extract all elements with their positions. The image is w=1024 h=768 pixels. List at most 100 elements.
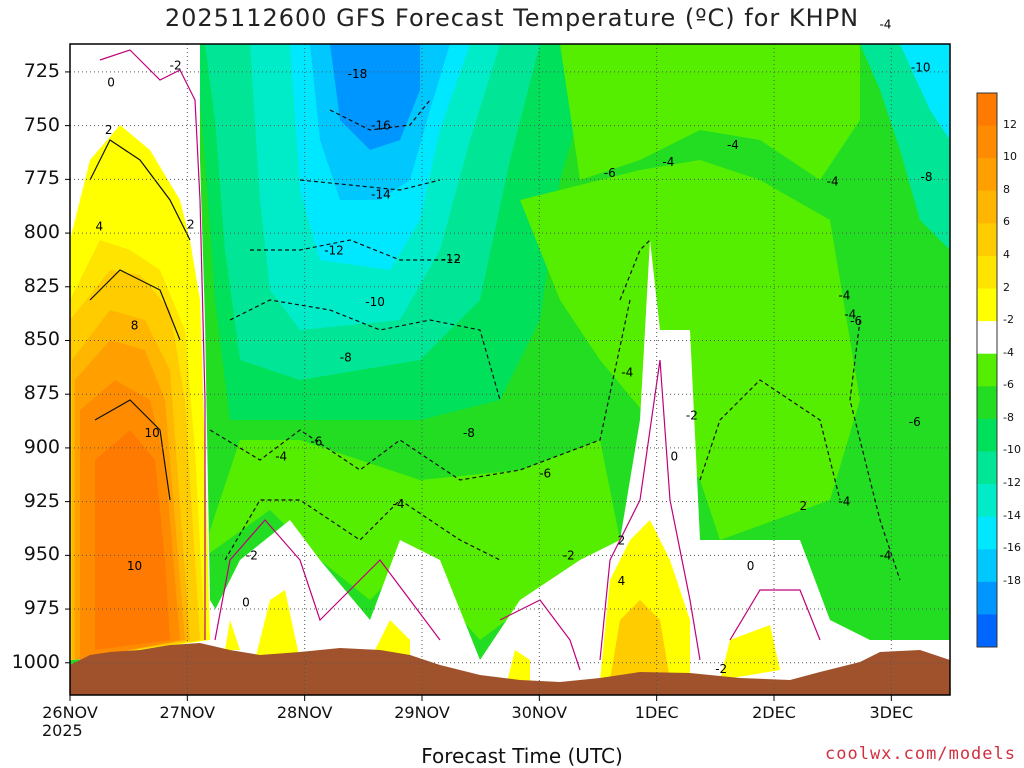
colorbar-swatch xyxy=(977,581,997,615)
chart-title: 2025112600 GFS Forecast Temperature (ºC)… xyxy=(164,4,860,32)
contour-label: 2 xyxy=(187,217,195,231)
colorbar-swatch xyxy=(977,418,997,452)
colorbar-swatch xyxy=(977,484,997,518)
colorbar-swatch xyxy=(977,125,997,159)
contour-label: 10 xyxy=(127,559,142,573)
contour-label: -8 xyxy=(463,426,475,440)
y-tick-label: 725 xyxy=(23,59,60,82)
colorbar-swatch xyxy=(977,158,997,192)
contour-label: -4 xyxy=(838,288,850,302)
colorbar-frame xyxy=(976,92,998,648)
y-tick-label: 850 xyxy=(23,328,60,351)
colorbar-label: -12 xyxy=(1003,476,1021,490)
y-tick-label: 800 xyxy=(23,221,60,244)
contour-label: -4 xyxy=(879,18,891,32)
y-tick-label: 775 xyxy=(23,167,60,190)
colorbar-swatch xyxy=(977,386,997,420)
contour-label: 0 xyxy=(107,76,115,90)
contour-label: -4 xyxy=(827,175,839,189)
colorbar-swatch xyxy=(977,223,997,257)
x-axis-label: Forecast Time (UTC) xyxy=(421,744,623,768)
colorbar-label: 8 xyxy=(1003,182,1010,196)
contour-label: -14 xyxy=(371,187,391,201)
contour-label: 0 xyxy=(670,450,678,464)
grid-lines xyxy=(65,44,950,701)
contour-label: -6 xyxy=(310,434,322,448)
colorbar-label: -2 xyxy=(1003,313,1014,327)
colorbar-swatch xyxy=(977,451,997,485)
x-tick-label: 29NOV xyxy=(394,703,450,722)
contour-label: -6 xyxy=(909,415,921,429)
contour-label: -10 xyxy=(911,61,931,75)
x-tick-label: 1DEC xyxy=(634,703,679,722)
contour-label: -4 xyxy=(838,495,850,509)
contour-label: -4 xyxy=(879,548,891,562)
contour-label: 0 xyxy=(747,559,755,573)
colorbar-label: -14 xyxy=(1003,508,1021,522)
y-tick-label: 950 xyxy=(23,543,60,566)
contour-label: 4 xyxy=(618,574,626,588)
colorbar-swatch xyxy=(977,93,997,127)
contour-label: -4 xyxy=(621,366,633,380)
contour-label: -4 xyxy=(275,450,287,464)
contour-label: -10 xyxy=(365,295,385,309)
y-tick-label: 1000 xyxy=(11,650,60,673)
contour-label: -4 xyxy=(393,497,405,511)
contour-label: -12 xyxy=(442,252,462,266)
contour-label: -2 xyxy=(715,662,727,676)
colorbar-label: 6 xyxy=(1003,215,1010,229)
x-tick-label: 26NOV xyxy=(42,703,98,722)
contour-label: -2 xyxy=(246,548,258,562)
contour-label: -2 xyxy=(563,548,575,562)
x-year-label: 2025 xyxy=(42,721,83,740)
colorbar-swatch xyxy=(977,353,997,387)
colorbar-label: -16 xyxy=(1003,541,1021,555)
contour-label: -8 xyxy=(340,351,352,365)
x-tick-label: 3DEC xyxy=(869,703,914,722)
colorbar-swatch xyxy=(977,288,997,322)
contour-label: 4 xyxy=(96,220,104,234)
credit-text: coolwx.com/models xyxy=(825,744,1016,764)
colorbar-label: -10 xyxy=(1003,443,1021,457)
contour-label: -12 xyxy=(324,243,344,257)
colorbar xyxy=(976,92,998,648)
contour-label: 0 xyxy=(242,596,250,610)
contour-label: -4 xyxy=(662,155,674,169)
colorbar-label: -18 xyxy=(1003,573,1021,587)
contour-label: -6 xyxy=(539,467,551,481)
colorbar-label: -8 xyxy=(1003,410,1014,424)
x-tick-label: 30NOV xyxy=(511,703,568,722)
contour-lines xyxy=(89,49,901,671)
contour-label-layer: 0-224 281010-18-16-14-12-12-10-8-8-6-6-4-… xyxy=(96,18,933,677)
colorbar-swatch xyxy=(977,549,997,583)
colorbar-swatch xyxy=(977,614,997,648)
colorbar-label: -6 xyxy=(1003,378,1014,392)
colorbar-swatch xyxy=(977,321,997,355)
y-tick-label: 825 xyxy=(23,274,60,297)
contour-label: -4 xyxy=(844,308,856,322)
y-tick-label: 875 xyxy=(23,382,60,405)
contour-label: -16 xyxy=(371,119,391,133)
contour-label: -18 xyxy=(348,67,368,81)
x-tick-label: 27NOV xyxy=(159,703,216,722)
y-tick-label: 750 xyxy=(23,113,60,136)
contour-label: -6 xyxy=(604,166,616,180)
x-tick-label: 28NOV xyxy=(276,703,333,722)
contour-label: 2 xyxy=(618,533,626,547)
contour-label: 8 xyxy=(131,318,139,332)
contour-label: -2 xyxy=(686,409,698,423)
contour-label: 2 xyxy=(800,499,808,513)
colorbar-label: -4 xyxy=(1003,345,1014,359)
temperature-field xyxy=(70,44,950,695)
contour-label: -6 xyxy=(850,314,862,328)
colorbar-label: 12 xyxy=(1003,117,1017,131)
plot-frame xyxy=(69,43,951,696)
colorbar-label: 10 xyxy=(1003,150,1017,164)
y-tick-label: 925 xyxy=(23,489,60,512)
contour-label: -8 xyxy=(921,170,933,184)
contour-label: 2 xyxy=(105,123,113,137)
colorbar-label: 2 xyxy=(1003,280,1010,294)
y-tick-label: 900 xyxy=(23,435,60,458)
contour-label: -4 xyxy=(727,138,739,152)
